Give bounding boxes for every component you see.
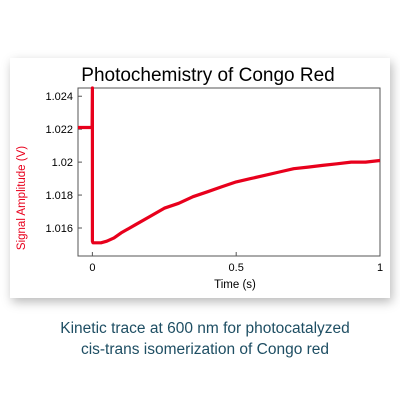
caption-line-2: cis-trans isomerization of Congo red: [80, 341, 330, 358]
x-tick-label: 1: [377, 262, 383, 274]
chart-title: Photochemistry of Congo Red: [81, 65, 334, 86]
caption-line-1: Kinetic trace at 600 nm for photocatalyz…: [60, 320, 350, 337]
chart-panel: Photochemistry of Congo Red 0 0.5 1 1.016 1.…: [10, 58, 390, 298]
series-layer: [78, 86, 381, 245]
y-tick-label: 1.024: [45, 91, 73, 103]
axis-ticks: 0 0.5 1 1.016 1.018 1.02 1.022 1.024: [45, 91, 383, 274]
y-tick-label: 1.016: [45, 223, 73, 235]
y-axis-label: Signal Amplitude (V): [16, 146, 28, 250]
plot-frame: [77, 87, 381, 257]
figure-caption: Kinetic trace at 600 nm for photocatalyz…: [30, 318, 380, 360]
y-tick-label: 1.02: [52, 157, 73, 169]
x-axis-label: Time (s): [214, 279, 256, 291]
chart-background: [10, 58, 390, 298]
series-line: [78, 86, 381, 245]
y-tick-label: 1.018: [45, 190, 73, 202]
y-tick-label: 1.022: [45, 124, 73, 136]
x-tick-label: 0.5: [229, 262, 244, 274]
x-tick-label: 0: [89, 262, 95, 274]
plot-area-border: [77, 87, 381, 257]
chart: Photochemistry of Congo Red 0 0.5 1 1.016 1.…: [10, 58, 390, 298]
